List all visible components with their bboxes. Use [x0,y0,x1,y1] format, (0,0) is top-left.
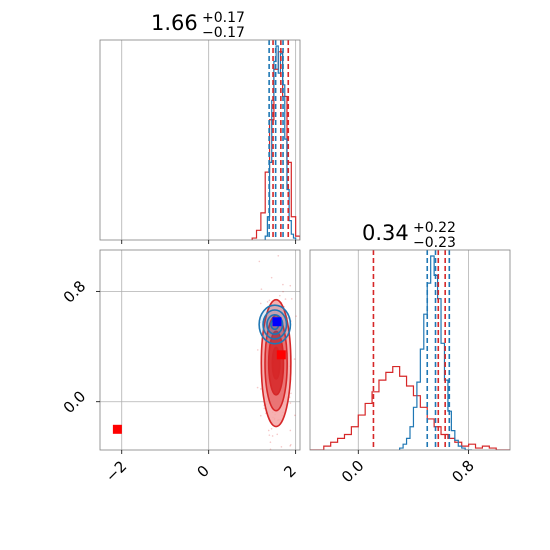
joint-sample-point [290,443,292,446]
joint-sample-point [253,484,255,486]
joint-y-tick-label: 0.8 [60,277,90,307]
joint-marker-pure_red [254,476,263,485]
joint-sample-point [269,441,272,444]
joint-sample-point [268,299,271,302]
joint-sample-point [293,358,296,360]
histogram-1-ticks [121,240,297,244]
joint-sample-point [289,402,292,404]
joint-sample-point [307,349,309,351]
joint-sample-point [256,349,259,351]
joint-sample-point [270,428,273,430]
histogram-2-series [310,250,510,450]
title-param-1-plus: +0.17 [202,10,245,26]
histogram-2-tick-label: 0.0 [338,457,368,487]
joint-sample-point [282,283,284,286]
joint-x-tick-label: 0 [193,462,212,481]
histogram-1-frame [99,39,301,241]
joint-sample-point [295,315,297,317]
joint-sample-point [276,433,279,436]
histogram-2-red-series [310,365,510,450]
joint-sample-point [282,290,284,293]
title-param-2-minus: −0.23 [413,235,456,251]
histogram-panel-param-1 [99,39,301,244]
histogram-panel-param-2: 0.0 0.8 [309,249,511,486]
joint-y-tick-label: 0.0 [60,387,90,417]
title-param-2: 0.34 +0.22 −0.23 [362,220,456,251]
joint-sample-point [290,392,292,395]
joint-x-tick-label: 2 [280,462,299,481]
joint-sample-point [260,288,263,290]
histogram-2-frame [309,249,511,451]
joint-panel-grid [100,250,300,450]
joint-density-panel: −2 0 2 0.0 0.8 [60,247,309,486]
joint-sample-point [287,317,289,319]
histogram-2-ticks: 0.0 0.8 [338,450,478,486]
joint-sample-point [270,276,273,279]
title-param-2-plus: +0.22 [413,220,456,236]
joint-sample-point [271,247,273,249]
joint-sample-point [267,429,270,432]
joint-sample-point [260,388,262,390]
joint-sample-point [258,260,261,263]
joint-sample-point [284,298,287,300]
joint-sample-point [256,386,259,389]
title-param-1: 1.66 +0.17 −0.17 [151,10,245,41]
joint-sample-point [268,434,271,436]
joint-sample-point [289,284,292,287]
joint-sample-point [263,407,266,410]
joint-sample-point [266,301,269,303]
joint-marker-pure_red [276,350,286,360]
joint-sample-point [259,414,262,417]
joint-sample-point [289,445,292,447]
title-param-1-minus: −0.17 [202,25,245,41]
title-param-1-median: 1.66 [151,11,198,35]
title-param-2-median: 0.34 [362,221,409,245]
joint-sample-point [279,294,281,297]
joint-marker-pure_blue [272,317,282,327]
joint-sample-point [280,446,283,448]
histogram-2-tick-label: 0.8 [448,457,478,487]
joint-sample-point [259,302,262,305]
joint-marker-pure_red [112,424,122,434]
joint-sample-point [277,254,280,257]
histogram-1-red-series [251,51,300,240]
histogram-1-grid [121,40,297,240]
joint-sample-point [289,429,292,432]
histogram-1-series [251,40,300,240]
joint-sample-point [290,298,293,300]
joint-panel-content [112,247,309,486]
joint-sample-point [271,435,274,437]
histogram-2-blue-series [399,255,473,450]
joint-x-tick-label: −2 [102,457,130,485]
joint-sample-point [294,414,296,417]
joint-panel-frame [99,249,301,451]
